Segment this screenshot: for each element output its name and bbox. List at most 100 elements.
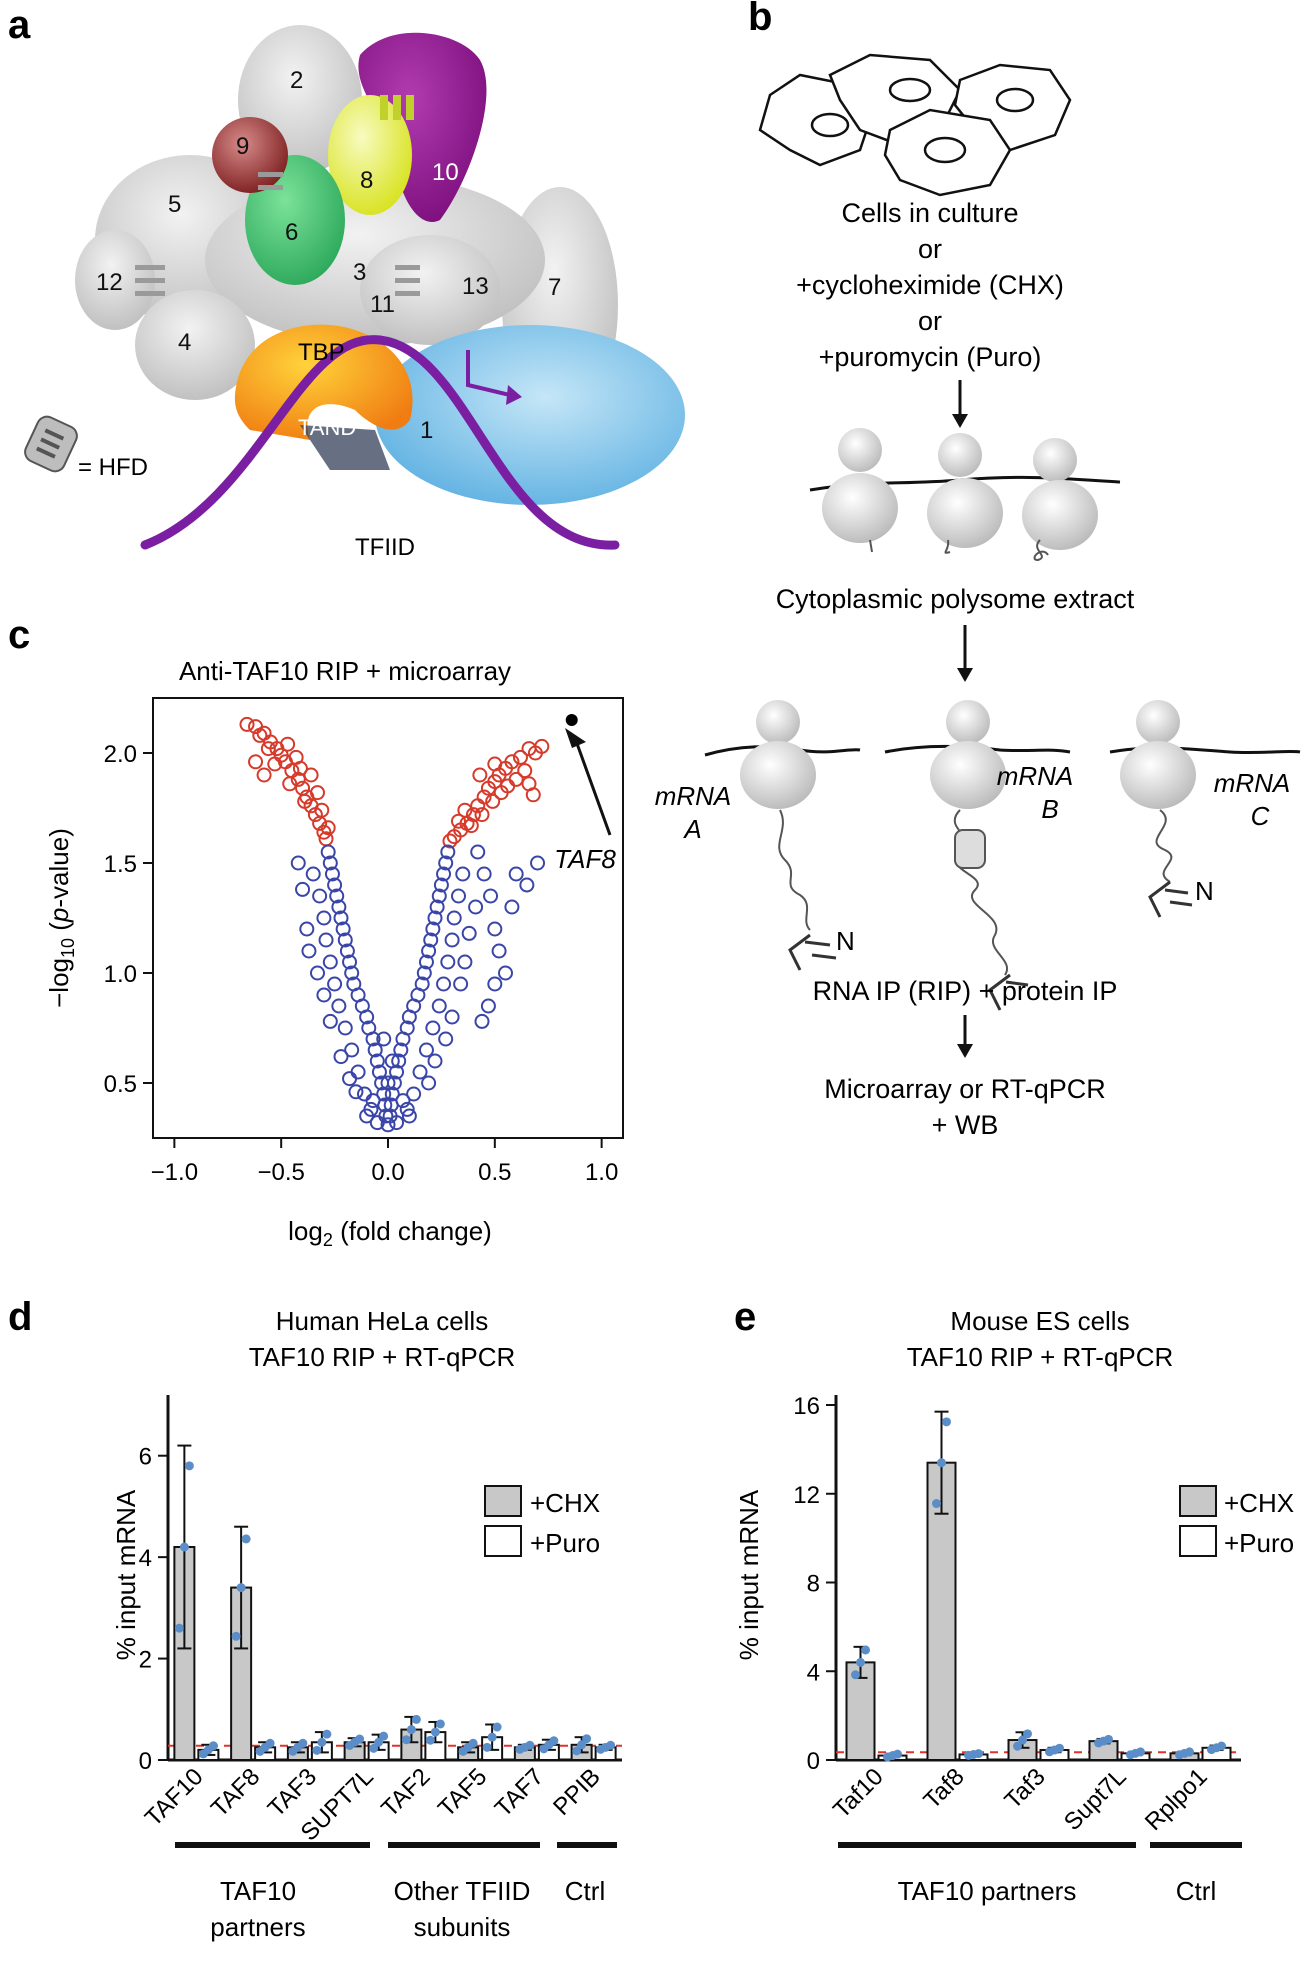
volcano-point [256, 767, 272, 783]
taf8-point [565, 714, 578, 726]
replicate-point [893, 1749, 902, 1759]
volcano-point [252, 727, 268, 743]
volcano-point [380, 1117, 396, 1133]
condition-text: or [918, 306, 942, 336]
flow-arrow-3 [957, 1015, 973, 1058]
y-tick-label: 2 [139, 1647, 152, 1674]
category-label: PPIB [548, 1763, 606, 1821]
volcano-point [260, 741, 276, 757]
volcano-point [248, 754, 264, 770]
volcano-point [525, 787, 541, 803]
hela-bar-chart: Human HeLa cells TAF10 RIP + RT-qPCR 0 2 4… [111, 1306, 622, 1942]
volcano-point [414, 976, 430, 992]
condition-text: +puromycin (Puro) [819, 342, 1042, 372]
replicate-point [1023, 1729, 1032, 1739]
taf8-shape [328, 95, 412, 215]
hela-title-line2: TAF10 RIP + RT-qPCR [249, 1342, 516, 1372]
mouse-bar-chart: Mouse ES cells TAF10 RIP + RT-qPCR 0 4 8 12… [734, 1306, 1294, 1906]
replicate-point [425, 1735, 435, 1745]
volcano-point [425, 1020, 441, 1036]
volcano-point [440, 844, 456, 860]
volcano-point [322, 855, 338, 871]
volcano-point [380, 1075, 396, 1091]
volcano-point [433, 877, 449, 893]
volcano-point [337, 932, 353, 948]
category-label: TAF7 [490, 1763, 549, 1822]
group-label: Ctrl [1176, 1876, 1216, 1906]
subunit-label: 5 [168, 191, 181, 218]
volcano-title: Anti-TAF10 RIP + microarray [179, 656, 511, 686]
volcano-point [457, 802, 473, 818]
volcano-point [284, 763, 300, 779]
mrna-label: mRNA [1214, 768, 1291, 798]
volcano-point [470, 844, 486, 860]
replicate-point [856, 1657, 865, 1667]
volcano-point [512, 749, 528, 765]
legend-label-chx: +CHX [1224, 1488, 1294, 1518]
replicate-point [942, 1417, 951, 1427]
y-tick-label: 4 [139, 1545, 152, 1572]
volcano-point [331, 899, 347, 915]
volcano-point [333, 910, 349, 926]
volcano-point [427, 910, 443, 926]
volcano-point [438, 855, 454, 871]
nascent-label: N [836, 926, 855, 956]
subunit-label: 4 [178, 329, 191, 356]
y-tick-label: 0 [139, 1748, 152, 1775]
cells-cluster [758, 53, 1072, 197]
volcano-point [453, 976, 469, 992]
volcano-point [389, 1115, 405, 1131]
x-tick-label: 0.5 [478, 1159, 511, 1186]
nascent-label: N [1195, 876, 1214, 906]
volcano-point [365, 1031, 381, 1047]
volcano-point [399, 1020, 415, 1036]
subunit-label: 12 [96, 269, 123, 296]
volcano-point [342, 954, 358, 970]
volcano-point [487, 756, 503, 772]
volcano-y-label: −log10 (p-value) [44, 828, 78, 1008]
volcano-point [504, 899, 520, 915]
volcano-point [344, 965, 360, 981]
y-tick-label: 0 [807, 1748, 820, 1775]
volcano-x-ticks: −1.0 −0.5 0.0 0.5 1.0 [151, 1138, 618, 1186]
group-bar [1150, 1842, 1242, 1848]
x-tick-label: −1.0 [151, 1159, 198, 1186]
volcano-point [431, 998, 447, 1014]
volcano-point [401, 1108, 417, 1124]
category-label: Supt7L [1059, 1763, 1132, 1836]
replicate-point [208, 1741, 218, 1751]
tss-arrow [466, 350, 511, 397]
volcano-point [444, 932, 460, 948]
volcano-point [474, 1013, 490, 1029]
volcano-point [305, 866, 321, 882]
volcano-point [320, 820, 336, 836]
taf13-shape [360, 235, 500, 345]
replicate-point [468, 1738, 478, 1748]
mouse-plot: 0 4 8 12 16 Taf10 Taf8 Taf3 Supt7L Rplpo1 [793, 1393, 1241, 1836]
volcano-point [480, 780, 496, 796]
step-readout: Microarray or RT-qPCR [824, 1074, 1106, 1104]
volcano-point [468, 899, 484, 915]
volcano-point [312, 888, 328, 904]
volcano-point [487, 921, 503, 937]
volcano-point [470, 798, 486, 814]
group-bar [175, 1842, 370, 1848]
mrna-label: C [1251, 801, 1270, 831]
volcano-point [295, 881, 311, 897]
panel-label-d: d [8, 1295, 32, 1339]
replicate-point [487, 1732, 497, 1742]
condition-text: or [918, 234, 942, 264]
legend-label-puro: +Puro [1224, 1528, 1294, 1558]
taf12-shape [75, 230, 155, 330]
volcano-point [344, 1042, 360, 1058]
panel-label-e: e [734, 1295, 756, 1339]
volcano-point [493, 785, 509, 801]
tbp-label: TBP [298, 339, 345, 366]
volcano-point [322, 1013, 338, 1029]
replicate-point [482, 1742, 492, 1752]
subunit-label: 11 [370, 291, 395, 318]
replicate-point [411, 1714, 421, 1724]
group-label: TAF10 partners [898, 1876, 1077, 1906]
volcano-point [436, 866, 452, 882]
volcano-point [438, 1031, 454, 1047]
